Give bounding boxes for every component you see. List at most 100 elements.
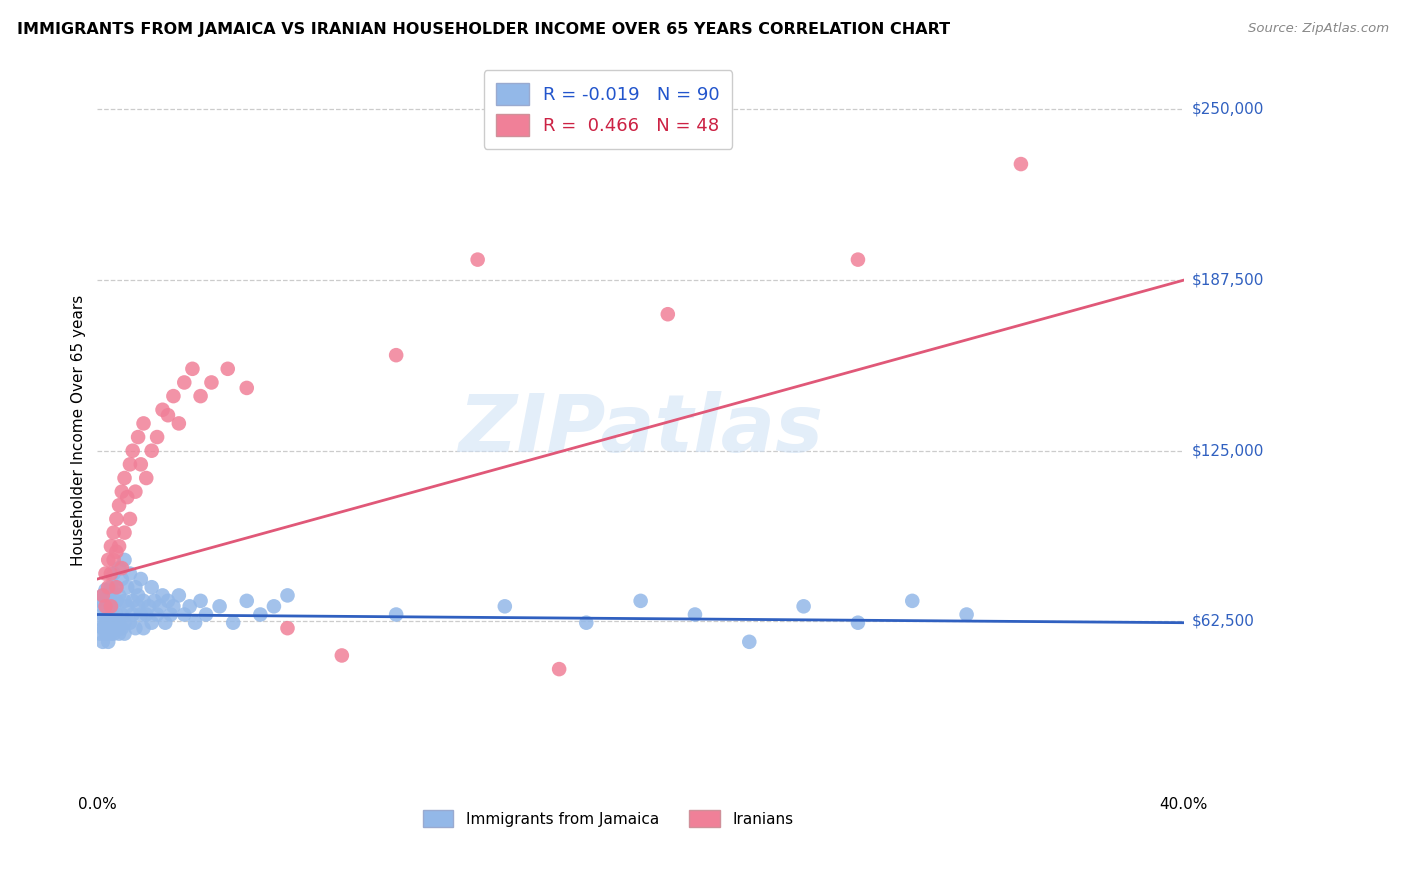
Point bbox=[91, 588, 114, 602]
Point bbox=[108, 561, 131, 575]
Point bbox=[167, 417, 190, 431]
Point bbox=[115, 490, 138, 504]
Point bbox=[108, 539, 131, 553]
Point bbox=[494, 599, 516, 614]
Point bbox=[156, 594, 179, 608]
Point bbox=[162, 389, 184, 403]
Point bbox=[114, 615, 136, 630]
Point bbox=[121, 443, 143, 458]
Point bbox=[91, 599, 114, 614]
Point bbox=[683, 607, 706, 622]
Point bbox=[236, 381, 259, 395]
Point bbox=[127, 430, 149, 444]
Point bbox=[190, 389, 212, 403]
Point bbox=[111, 572, 134, 586]
Legend: Immigrants from Jamaica, Iranians: Immigrants from Jamaica, Iranians bbox=[415, 802, 801, 835]
Point bbox=[94, 626, 117, 640]
Point bbox=[141, 580, 163, 594]
Text: Source: ZipAtlas.com: Source: ZipAtlas.com bbox=[1249, 22, 1389, 36]
Point bbox=[105, 545, 128, 559]
Point bbox=[105, 607, 128, 622]
Point bbox=[118, 615, 141, 630]
Point bbox=[901, 594, 924, 608]
Text: IMMIGRANTS FROM JAMAICA VS IRANIAN HOUSEHOLDER INCOME OVER 65 YEARS CORRELATION : IMMIGRANTS FROM JAMAICA VS IRANIAN HOUSE… bbox=[17, 22, 950, 37]
Point bbox=[114, 594, 136, 608]
Point bbox=[167, 588, 190, 602]
Point bbox=[179, 599, 201, 614]
Point bbox=[103, 615, 125, 630]
Point bbox=[108, 626, 131, 640]
Point bbox=[276, 621, 298, 635]
Point bbox=[100, 607, 122, 622]
Point bbox=[236, 594, 259, 608]
Point bbox=[127, 588, 149, 602]
Point bbox=[159, 607, 181, 622]
Y-axis label: Householder Income Over 65 years: Householder Income Over 65 years bbox=[72, 294, 86, 566]
Point bbox=[97, 580, 120, 594]
Point bbox=[91, 635, 114, 649]
Point bbox=[143, 594, 166, 608]
Point bbox=[208, 599, 231, 614]
Text: $125,000: $125,000 bbox=[1192, 443, 1264, 458]
Point bbox=[100, 580, 122, 594]
Point bbox=[97, 607, 120, 622]
Point bbox=[276, 588, 298, 602]
Point bbox=[105, 580, 128, 594]
Point bbox=[108, 615, 131, 630]
Point bbox=[127, 599, 149, 614]
Point bbox=[124, 580, 146, 594]
Point bbox=[100, 539, 122, 553]
Point bbox=[1010, 157, 1032, 171]
Point bbox=[195, 607, 218, 622]
Point bbox=[94, 582, 117, 597]
Point bbox=[124, 621, 146, 635]
Point bbox=[94, 566, 117, 581]
Point bbox=[249, 607, 271, 622]
Point bbox=[97, 588, 120, 602]
Point bbox=[217, 361, 239, 376]
Point bbox=[124, 484, 146, 499]
Point bbox=[129, 607, 152, 622]
Point bbox=[575, 615, 598, 630]
Point bbox=[94, 599, 117, 614]
Point bbox=[138, 599, 160, 614]
Point bbox=[190, 594, 212, 608]
Point bbox=[118, 566, 141, 581]
Point bbox=[100, 599, 122, 614]
Point bbox=[548, 662, 571, 676]
Point bbox=[118, 512, 141, 526]
Point bbox=[222, 615, 245, 630]
Point bbox=[184, 615, 207, 630]
Point bbox=[657, 307, 679, 321]
Point bbox=[846, 615, 869, 630]
Point bbox=[132, 594, 155, 608]
Point bbox=[105, 512, 128, 526]
Point bbox=[103, 599, 125, 614]
Point bbox=[91, 621, 114, 635]
Point bbox=[132, 417, 155, 431]
Point bbox=[200, 376, 222, 390]
Point bbox=[111, 607, 134, 622]
Point bbox=[155, 615, 177, 630]
Point bbox=[146, 607, 169, 622]
Text: $187,500: $187,500 bbox=[1192, 273, 1264, 287]
Point bbox=[173, 376, 195, 390]
Point bbox=[105, 621, 128, 635]
Point bbox=[94, 594, 117, 608]
Point bbox=[103, 626, 125, 640]
Point bbox=[149, 599, 172, 614]
Point bbox=[793, 599, 815, 614]
Point bbox=[129, 458, 152, 472]
Text: $62,500: $62,500 bbox=[1192, 614, 1256, 629]
Point bbox=[100, 626, 122, 640]
Point bbox=[105, 594, 128, 608]
Point bbox=[114, 471, 136, 485]
Point bbox=[111, 561, 134, 575]
Point bbox=[385, 607, 408, 622]
Point bbox=[89, 626, 111, 640]
Point bbox=[132, 621, 155, 635]
Point bbox=[115, 580, 138, 594]
Point bbox=[121, 607, 143, 622]
Point bbox=[114, 626, 136, 640]
Point bbox=[89, 613, 111, 627]
